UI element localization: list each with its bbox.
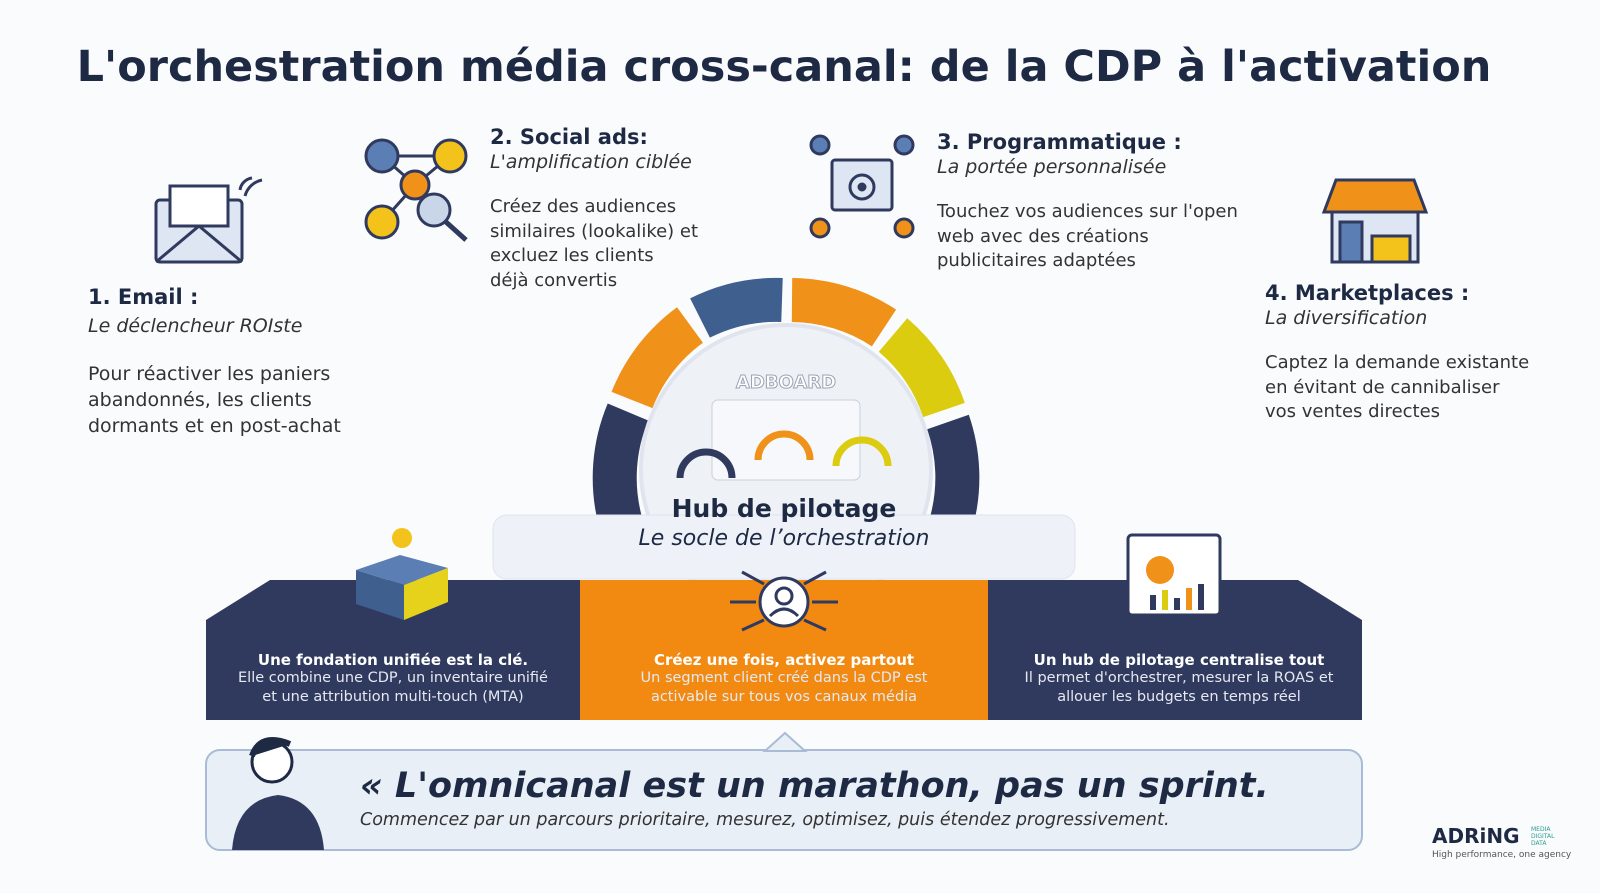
channel-line: publicitaires adaptées <box>937 250 1136 271</box>
pillar: Une fondation unifiée est la clé. Elle co… <box>203 651 583 706</box>
store-icon <box>1321 178 1429 264</box>
programmatic-icon <box>809 134 915 239</box>
cube-icon <box>356 528 448 620</box>
pillar-line: Elle combine une CDP, un inventaire unif… <box>238 670 548 686</box>
social-icon <box>364 138 468 242</box>
channel-marketplaces: 4. Marketplaces : La diversification Cap… <box>1265 281 1529 425</box>
pillar: Un hub de pilotage centralise tout Il per… <box>989 651 1369 706</box>
pillar-line: et une attribution multi-touch (MTA) <box>262 688 524 705</box>
email-icon <box>154 176 263 264</box>
channel-programmatic: 3. Programmatique : La portée personnali… <box>937 130 1238 274</box>
brand-tag-line: MEDIA <box>1531 826 1551 833</box>
pillar-line: activable sur tous vos canaux média <box>650 688 918 705</box>
brand-tag: MEDIA DIGITAL DATA <box>1531 826 1554 847</box>
hub-subtitle: Le socle de l’orchestration <box>638 526 930 551</box>
hub-arc <box>592 277 980 526</box>
channel-title: 3. Programmatique : <box>937 130 1182 154</box>
channel-line: déjà convertis <box>490 269 618 291</box>
pillar-title: Créez une fois, activez partout <box>653 651 915 669</box>
channel-line: Créez des audiences <box>490 196 677 217</box>
channel-title: 1. Email : <box>88 285 199 309</box>
brand-tag-line: DATA <box>1531 840 1547 847</box>
hub-logo: ADBOARD <box>735 372 837 394</box>
brand-tag-line: DIGITAL <box>1531 833 1555 840</box>
channel-line: Touchez vos audiences sur l'open <box>937 201 1238 222</box>
channel-subtitle: L'amplification ciblée <box>490 151 692 173</box>
channel-line: excluez les clients <box>490 245 654 266</box>
pillar-line: allouer les budgets en temps réel <box>1057 688 1301 705</box>
brand-name: ADRiNG <box>1432 824 1520 848</box>
channel-line: abandonnés, les clients <box>88 389 312 411</box>
channel-subtitle: Le déclencheur ROIste <box>88 315 303 337</box>
pillar-title: Une fondation unifiée est la clé. <box>257 651 529 669</box>
channel-line: Pour réactiver les paniers <box>88 363 331 385</box>
dashboard-icon <box>1126 533 1222 617</box>
channel-subtitle: La diversification <box>1265 307 1428 329</box>
channel-title: 4. Marketplaces : <box>1265 281 1470 305</box>
channel-line: Captez la demande existante <box>1265 352 1530 373</box>
channel-subtitle: La portée personnalisée <box>937 156 1167 178</box>
thinker-icon <box>232 737 324 850</box>
channel-email: 1. Email : Le déclencheur ROIste Pour ré… <box>88 285 341 439</box>
channel-line: vos ventes directes <box>1265 401 1441 422</box>
title: L'orchestration média cross-canal: de la… <box>76 42 1492 92</box>
quote-subtext: Commencez par un parcours prioritaire, m… <box>360 810 1170 830</box>
channel-line: similaires (lookalike) et <box>490 220 699 242</box>
pillar-title: Un hub de pilotage centralise tout <box>1033 651 1325 669</box>
brand-slogan: High performance, one agency <box>1432 850 1572 860</box>
channel-line: dormants et en post-achat <box>88 415 341 437</box>
pillar-line: Il permet d'orchestrer, mesurer la ROAS … <box>1024 670 1334 686</box>
hub-title: Hub de pilotage <box>671 494 897 523</box>
pillar-line: Un segment client créé dans la CDP est <box>640 670 928 686</box>
segment-icon <box>730 570 838 632</box>
quote: « L'omnicanal est un marathon, pas un sp… <box>360 766 1269 806</box>
pillar: Créez une fois, activez partout Un segmen… <box>594 651 974 706</box>
channel-line: web avec des créations <box>937 225 1149 247</box>
channel-title: 2. Social ads: <box>490 125 648 149</box>
channel-social: 2. Social ads: L'amplification ciblée Cr… <box>490 125 698 293</box>
channel-line: en évitant de cannibaliser <box>1265 376 1500 398</box>
